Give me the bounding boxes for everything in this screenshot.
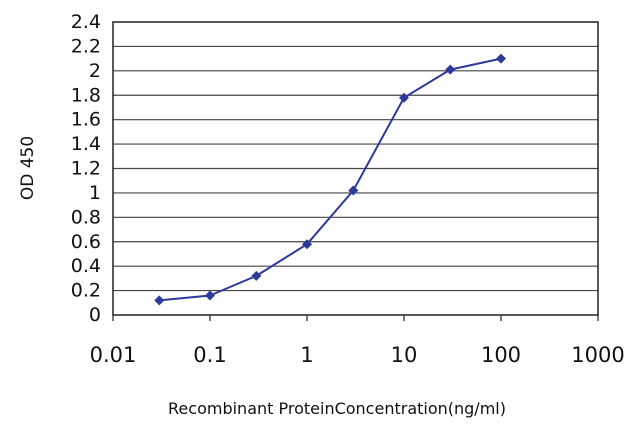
y-tick-label: 1.6: [71, 109, 101, 131]
series-line: [159, 57, 502, 302]
y-tick-label: 2.2: [71, 35, 101, 57]
data-point: [302, 239, 312, 250]
x-tick-label: 10: [391, 343, 418, 367]
x-tick-label: 0.1: [193, 343, 226, 367]
y-tick-label: 0.4: [71, 255, 101, 277]
x-tick-marks: [112, 315, 599, 321]
x-tick-labels: 0.01 0.1 1 10 100 1000: [90, 343, 625, 367]
plot-border: [112, 21, 599, 316]
data-point: [399, 92, 409, 103]
y-tick-label: 1.2: [71, 158, 101, 180]
data-point: [496, 53, 506, 64]
y-tick-label: 0.2: [71, 280, 101, 302]
data-point: [154, 295, 165, 306]
x-axis-label: Recombinant ProteinConcentration(ng/ml): [168, 399, 506, 418]
data-point: [445, 64, 456, 75]
data-point: [205, 290, 215, 301]
y-tick-label: 2.4: [71, 11, 101, 33]
y-tick-label: 2: [89, 60, 101, 82]
y-axis-label: OD 450: [18, 136, 38, 200]
y-tick-label: 0.8: [71, 206, 101, 228]
y-tick-label: 1: [89, 182, 101, 204]
x-tick-label: 1: [300, 343, 313, 367]
series-group: [154, 53, 506, 306]
x-tick-label: 0.01: [90, 343, 137, 367]
x-tick-label: 1000: [571, 343, 624, 367]
x-tick-label: 100: [481, 343, 521, 367]
y-tick-label: 0: [89, 304, 101, 326]
data-point: [251, 270, 262, 281]
y-tick-label: 1.8: [71, 84, 101, 106]
y-tick-label: 0.6: [71, 231, 101, 253]
gridlines: [113, 45, 598, 292]
y-tick-labels: 00.2 0.40.6 0.811.2 1.41.6 1.82 2.22.4: [71, 11, 101, 326]
y-tick-label: 1.4: [71, 133, 101, 155]
data-point: [348, 185, 359, 196]
